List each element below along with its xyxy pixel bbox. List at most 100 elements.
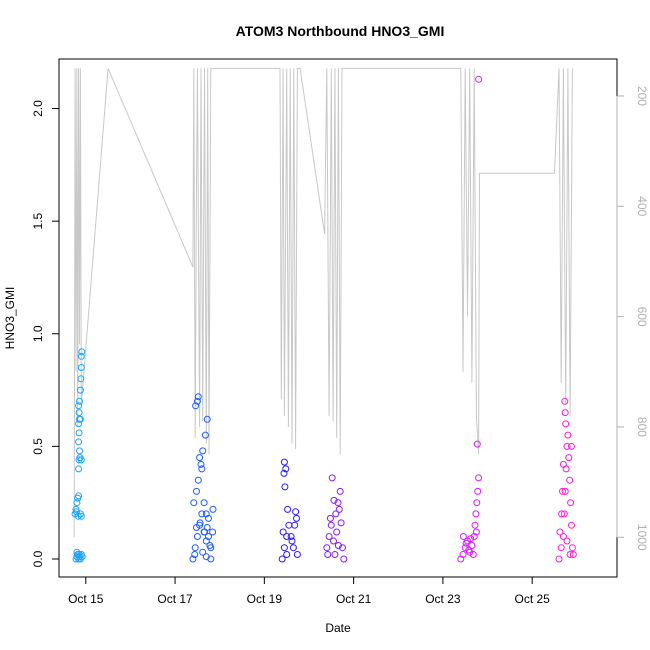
x-tick-label: Oct 21 <box>336 592 372 606</box>
data-point-series-6 <box>568 544 576 552</box>
x-axis-label: Date <box>325 621 351 635</box>
data-point-series-1 <box>73 499 81 507</box>
x-tick-label: Oct 17 <box>157 592 193 606</box>
data-point-series-5 <box>462 539 470 547</box>
data-point-series-2 <box>202 510 210 518</box>
x-tick-label: Oct 25 <box>515 592 551 606</box>
data-point-series-2 <box>203 524 211 531</box>
data-point-series-5 <box>472 528 480 536</box>
y-tick-label: 1.0 <box>31 325 45 342</box>
data-point-series-2 <box>209 505 217 513</box>
right-y-axis: 200 400 600 800 1000 <box>616 86 649 551</box>
data-point-series-3 <box>287 533 295 540</box>
data-point-series-6 <box>555 555 563 563</box>
data-point-series-1 <box>75 429 83 437</box>
chart-title: ATOM3 Northbound HNO3_GMI <box>236 23 445 39</box>
data-point-series-5 <box>473 440 481 448</box>
data-point-series-1 <box>76 386 84 394</box>
data-point-series-4 <box>333 528 341 536</box>
pressure-line <box>73 67 573 538</box>
data-point-series-3 <box>285 521 293 529</box>
y2-tick-label: 600 <box>635 307 649 327</box>
data-point-series-6 <box>563 442 571 450</box>
data-point-series-2 <box>197 460 205 468</box>
x-tick-label: Oct 23 <box>425 592 461 606</box>
data-point-series-3 <box>280 544 288 552</box>
data-point-series-2 <box>199 447 207 455</box>
data-point-series-1 <box>77 364 85 371</box>
data-point-series-5 <box>459 533 467 540</box>
data-point-series-6 <box>567 499 575 507</box>
data-point-series-6 <box>562 465 570 473</box>
data-point-series-1 <box>75 465 83 473</box>
y-axis-label: HNO3_GMI <box>3 287 17 350</box>
data-point-series-2 <box>193 524 200 531</box>
data-point-series-4 <box>328 474 336 482</box>
data-point-series-1 <box>75 402 83 410</box>
data-point-series-4 <box>331 551 339 558</box>
data-point-series-6 <box>564 431 572 439</box>
data-point-series-4 <box>339 544 346 552</box>
data-point-series-2 <box>203 415 211 423</box>
data-point-series-5 <box>475 474 483 482</box>
x-axis: Oct 15 Oct 17 Oct 19 Oct 21 Oct 23 Oct 25 <box>68 576 551 606</box>
data-point-series-2 <box>198 510 206 518</box>
data-point-series-3 <box>293 514 300 522</box>
y2-tick-label: 1000 <box>635 524 649 551</box>
data-point-series-3 <box>281 483 289 491</box>
data-point-series-6 <box>558 510 566 518</box>
data-point-series-3 <box>283 533 291 540</box>
data-point-series-1 <box>75 492 83 500</box>
data-point-series-2 <box>191 544 199 552</box>
data-point-series-5 <box>461 544 469 552</box>
data-point-series-6 <box>560 510 568 518</box>
data-point-series-4 <box>324 551 332 558</box>
data-point-series-4 <box>334 499 342 507</box>
data-point-series-1 <box>75 551 83 558</box>
data-point-series-4 <box>340 555 348 563</box>
data-point-series-1 <box>77 456 85 464</box>
data-point-series-1 <box>77 512 85 520</box>
data-point-series-3 <box>280 469 288 477</box>
data-point-series-2 <box>190 499 198 507</box>
data-point-series-5 <box>474 487 482 495</box>
data-point-series-6 <box>559 533 567 540</box>
data-point-series-6 <box>568 442 575 450</box>
data-point-series-5 <box>469 551 477 558</box>
data-point-series-1 <box>75 420 83 428</box>
data-point-series-4 <box>323 544 331 552</box>
data-point-series-1 <box>76 555 84 563</box>
data-point-series-4 <box>332 510 340 518</box>
data-point-series-6 <box>559 460 567 468</box>
pressure-track-layer <box>73 67 573 538</box>
data-point-series-6 <box>566 476 574 484</box>
data-point-series-3 <box>289 544 297 552</box>
data-point-series-3 <box>288 537 296 545</box>
data-point-series-6 <box>561 487 569 495</box>
data-point-series-2 <box>193 397 201 405</box>
data-point-series-4 <box>334 542 342 549</box>
data-point-series-5 <box>471 521 479 529</box>
data-point-series-1 <box>74 512 82 520</box>
data-point-series-2 <box>202 553 210 561</box>
data-point-series-4 <box>337 519 345 527</box>
data-point-series-2 <box>198 465 206 473</box>
data-point-series-4 <box>325 533 333 540</box>
data-point-series-2 <box>193 533 201 540</box>
data-point-series-6 <box>561 409 569 417</box>
data-point-series-2 <box>199 548 207 556</box>
data-point-series-3 <box>293 551 301 558</box>
data-point-series-3 <box>291 521 299 529</box>
data-point-series-6 <box>559 487 566 495</box>
data-point-series-6 <box>557 544 565 552</box>
data-point-series-3 <box>283 551 291 558</box>
data-point-series-5 <box>473 499 481 507</box>
data-point-series-4 <box>335 505 343 513</box>
data-point-series-6 <box>565 454 573 462</box>
data-point-series-2 <box>205 533 212 540</box>
data-point-series-4 <box>330 537 337 545</box>
data-point-series-3 <box>282 465 290 473</box>
data-point-series-3 <box>280 458 288 466</box>
x-tick-label: Oct 19 <box>247 592 283 606</box>
data-point-series-4 <box>330 496 338 504</box>
